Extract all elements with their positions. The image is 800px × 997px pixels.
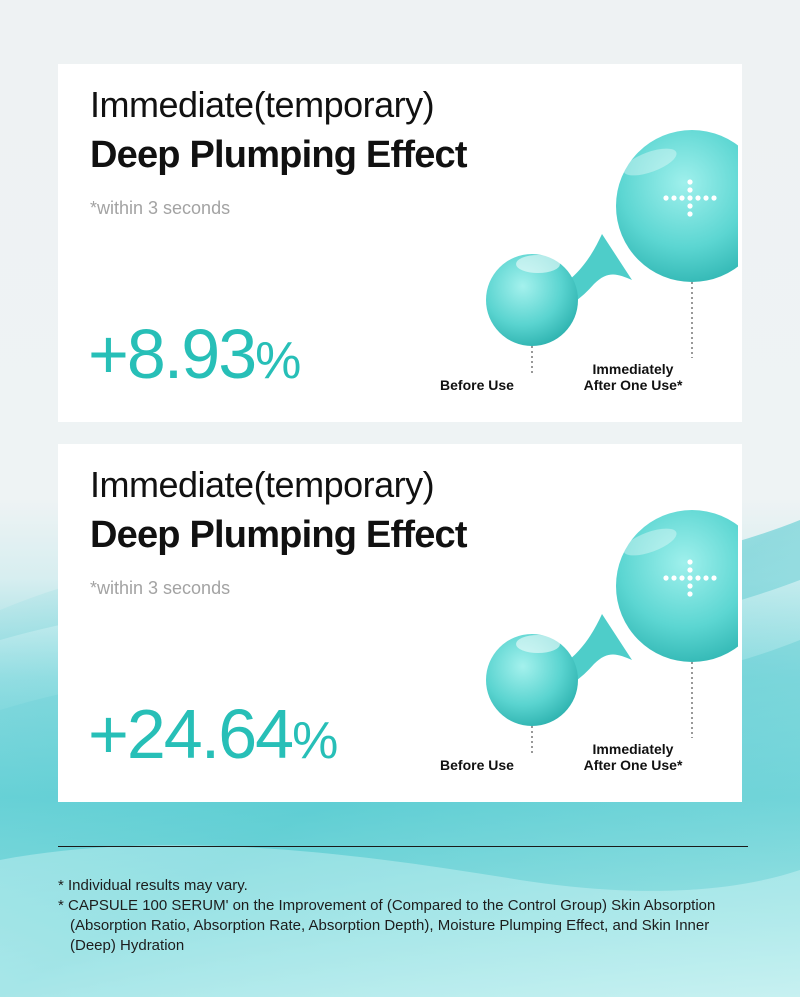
droplet-illustration xyxy=(486,130,738,374)
result-number: +24.64 xyxy=(88,695,294,773)
footnotes: * Individual results may vary. * CAPSULE… xyxy=(58,876,748,956)
result-value: +8.93% xyxy=(88,319,301,389)
droplet-large-icon xyxy=(616,130,738,282)
result-number: +8.93 xyxy=(88,315,257,393)
card-subtitle: Immediate(temporary) xyxy=(90,464,435,505)
label-before-use: Before Use xyxy=(440,757,514,773)
card-title: Deep Plumping Effect xyxy=(90,134,468,176)
card-note: *within 3 seconds xyxy=(90,198,231,218)
result-value: +24.64% xyxy=(88,699,338,769)
plumping-card-2: Immediate(temporary) Deep Plumping Effec… xyxy=(58,444,742,802)
droplet-large-icon xyxy=(616,510,738,662)
footnote-1: * Individual results may vary. xyxy=(58,877,248,894)
footnote-divider xyxy=(58,846,748,847)
label-after-use: Immediately After One Use* xyxy=(578,741,688,773)
result-unit: % xyxy=(255,332,302,390)
label-after-line1: Immediately xyxy=(592,361,674,377)
plus-dots-icon xyxy=(663,179,717,217)
label-after-line2: After One Use* xyxy=(583,377,683,393)
droplet-small-icon xyxy=(486,254,578,346)
card-subtitle: Immediate(temporary) xyxy=(90,84,435,125)
footnote-2: * CAPSULE 100 SERUM' on the Improvement … xyxy=(58,897,716,954)
droplet-small-icon xyxy=(486,634,578,726)
label-after-line1: Immediately xyxy=(592,741,674,757)
label-after-line2: After One Use* xyxy=(583,757,683,773)
plumping-card-1: Immediate(temporary) Deep Plumping Effec… xyxy=(58,64,742,422)
card-note: *within 3 seconds xyxy=(90,578,231,598)
label-before-use: Before Use xyxy=(440,377,514,393)
droplet-illustration xyxy=(486,510,738,754)
label-after-use: Immediately After One Use* xyxy=(578,361,688,393)
plus-dots-icon xyxy=(663,559,717,597)
result-unit: % xyxy=(292,712,339,770)
card-title: Deep Plumping Effect xyxy=(90,514,468,556)
